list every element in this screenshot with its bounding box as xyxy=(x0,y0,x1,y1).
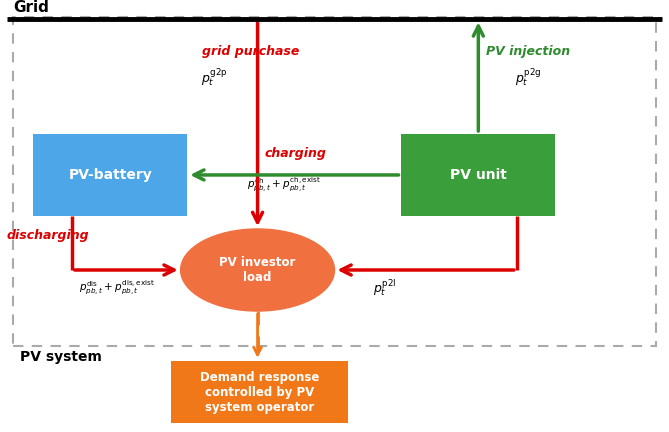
Text: PV investor
load: PV investor load xyxy=(219,256,296,284)
Text: Demand response
controlled by PV
system operator: Demand response controlled by PV system … xyxy=(199,371,319,413)
Text: PV injection: PV injection xyxy=(486,45,571,58)
Text: Grid: Grid xyxy=(13,0,50,15)
Ellipse shape xyxy=(181,229,334,311)
Bar xyxy=(13,17,656,346)
Bar xyxy=(401,134,555,216)
Text: PV system: PV system xyxy=(20,350,102,364)
Text: charging: charging xyxy=(264,147,326,160)
Text: grid purchase: grid purchase xyxy=(202,45,300,58)
Bar xyxy=(171,361,348,423)
Text: $p_t^{\mathsf{p2g}}$: $p_t^{\mathsf{p2g}}$ xyxy=(515,67,542,89)
Text: $p_{pb,t}^{\mathsf{ch}}+p_{pb,t}^{\mathsf{ch,exist}}$: $p_{pb,t}^{\mathsf{ch}}+p_{pb,t}^{\maths… xyxy=(248,175,321,193)
Text: $p_{pb,t}^{\mathsf{dis}}+p_{pb,t}^{\mathsf{dis,exist}}$: $p_{pb,t}^{\mathsf{dis}}+p_{pb,t}^{\math… xyxy=(79,278,155,296)
Text: PV-battery: PV-battery xyxy=(68,168,153,182)
Text: PV unit: PV unit xyxy=(450,168,507,182)
Text: $p_t^{\mathsf{g2p}}$: $p_t^{\mathsf{g2p}}$ xyxy=(201,67,227,89)
Text: discharging: discharging xyxy=(7,229,90,242)
Bar xyxy=(33,134,187,216)
Text: $p_t^{\mathsf{p2l}}$: $p_t^{\mathsf{p2l}}$ xyxy=(373,277,396,298)
